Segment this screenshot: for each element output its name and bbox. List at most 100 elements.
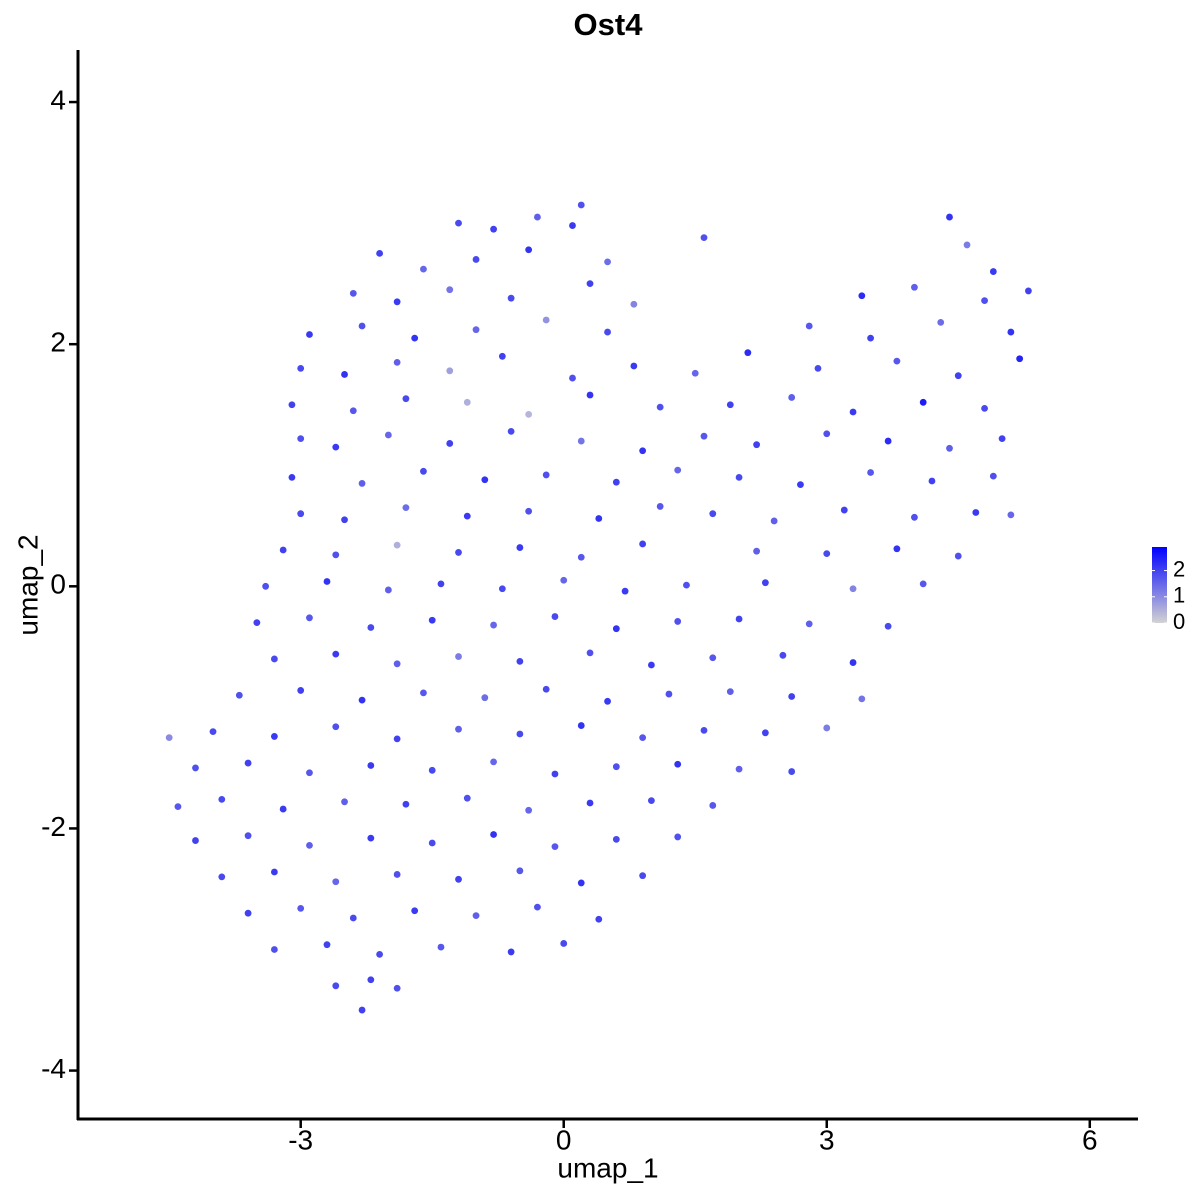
point bbox=[656, 403, 664, 411]
point bbox=[279, 546, 287, 554]
point bbox=[525, 411, 533, 418]
point bbox=[630, 362, 638, 370]
point bbox=[306, 769, 313, 777]
point bbox=[463, 512, 471, 520]
point bbox=[814, 364, 822, 372]
point bbox=[472, 326, 480, 334]
point bbox=[472, 912, 480, 920]
point bbox=[393, 660, 401, 668]
point bbox=[586, 799, 594, 807]
point bbox=[928, 477, 936, 485]
point bbox=[393, 541, 401, 549]
point bbox=[1016, 355, 1024, 363]
point bbox=[472, 256, 480, 263]
point bbox=[551, 770, 559, 778]
point bbox=[744, 349, 752, 357]
point bbox=[604, 328, 611, 336]
point bbox=[963, 241, 971, 249]
point bbox=[604, 258, 611, 266]
point bbox=[665, 690, 673, 698]
point bbox=[498, 585, 506, 593]
point bbox=[349, 914, 357, 922]
point bbox=[788, 768, 796, 775]
point bbox=[402, 800, 410, 808]
point bbox=[726, 401, 734, 409]
point bbox=[367, 834, 375, 842]
point bbox=[498, 352, 506, 360]
y-tick-label: -2 bbox=[41, 811, 66, 842]
point bbox=[569, 374, 576, 382]
point bbox=[989, 472, 997, 480]
point bbox=[586, 649, 594, 657]
point bbox=[884, 622, 892, 630]
point bbox=[577, 437, 585, 445]
point bbox=[270, 733, 278, 740]
point bbox=[700, 234, 708, 242]
point bbox=[411, 334, 419, 342]
point bbox=[297, 687, 305, 694]
point bbox=[490, 621, 497, 629]
point bbox=[306, 331, 313, 338]
point bbox=[691, 369, 699, 377]
point bbox=[244, 909, 252, 917]
point bbox=[420, 689, 427, 697]
point bbox=[595, 515, 603, 522]
point bbox=[402, 395, 410, 403]
point bbox=[753, 547, 761, 555]
point bbox=[674, 833, 682, 841]
point bbox=[534, 903, 541, 911]
point bbox=[867, 334, 874, 342]
point bbox=[753, 441, 761, 449]
point bbox=[612, 763, 620, 771]
point bbox=[797, 481, 804, 489]
point bbox=[534, 213, 541, 221]
point bbox=[823, 724, 831, 732]
point bbox=[393, 298, 401, 306]
point bbox=[761, 579, 769, 587]
point bbox=[735, 615, 743, 623]
point bbox=[402, 504, 410, 512]
point bbox=[735, 473, 743, 481]
point bbox=[770, 517, 778, 525]
point bbox=[858, 292, 866, 300]
point bbox=[428, 839, 436, 847]
point bbox=[805, 620, 813, 628]
point bbox=[428, 766, 436, 774]
point bbox=[612, 835, 620, 843]
point bbox=[893, 357, 901, 365]
point bbox=[735, 765, 743, 773]
point bbox=[779, 651, 787, 659]
point bbox=[235, 691, 243, 699]
point bbox=[989, 268, 997, 275]
point bbox=[840, 506, 848, 514]
point bbox=[823, 550, 831, 558]
point bbox=[788, 394, 796, 401]
point bbox=[849, 408, 857, 416]
point bbox=[455, 549, 462, 556]
point bbox=[367, 624, 375, 631]
point bbox=[507, 427, 515, 435]
point bbox=[165, 734, 173, 742]
point bbox=[192, 837, 199, 844]
y-tick-label: 4 bbox=[50, 84, 66, 115]
point bbox=[218, 795, 226, 803]
point bbox=[341, 516, 348, 524]
point bbox=[341, 798, 348, 806]
point bbox=[525, 246, 533, 254]
point bbox=[647, 661, 655, 669]
point bbox=[481, 694, 489, 702]
point bbox=[849, 585, 857, 593]
point bbox=[411, 907, 419, 915]
point bbox=[946, 213, 953, 221]
y-tick-label: 0 bbox=[50, 569, 66, 600]
point bbox=[700, 432, 708, 440]
point bbox=[507, 294, 515, 302]
point bbox=[349, 407, 357, 415]
point bbox=[639, 734, 647, 742]
point bbox=[919, 398, 927, 406]
chart-title: Ost4 bbox=[574, 7, 644, 42]
y-tick-label: 2 bbox=[50, 327, 66, 358]
point bbox=[525, 507, 533, 515]
point bbox=[981, 297, 988, 305]
